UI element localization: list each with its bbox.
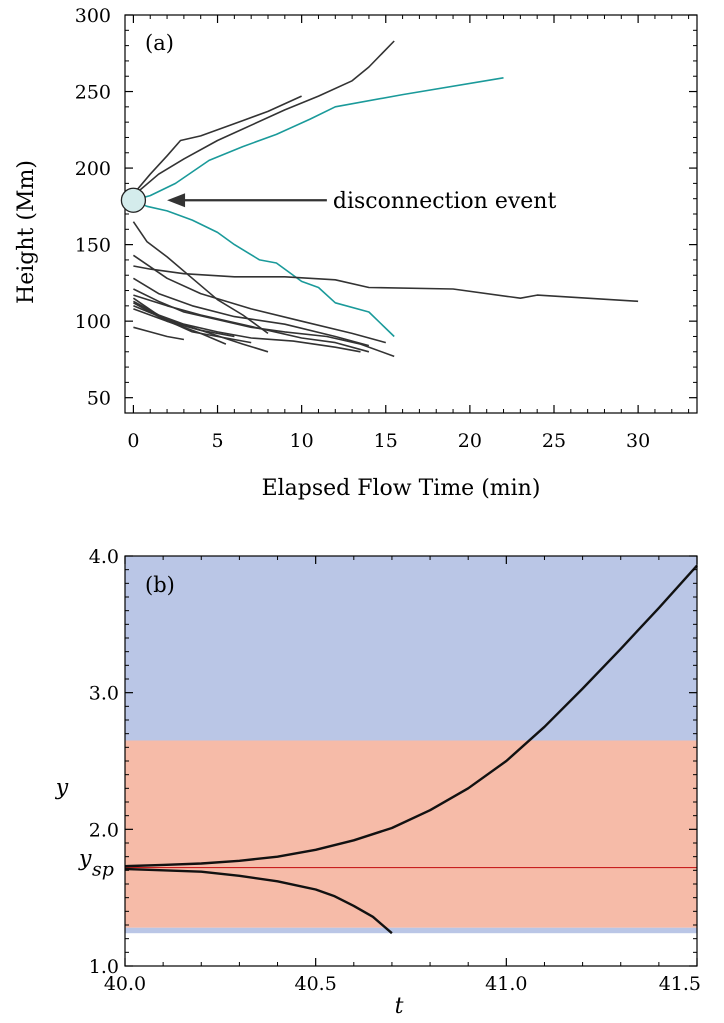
y-tick-label-b: 1.0 xyxy=(89,956,119,978)
series-line-a-0 xyxy=(133,77,504,201)
panel-label-a: (a) xyxy=(145,31,174,55)
y-tick-label-a: 250 xyxy=(75,82,111,104)
series-line-a-9 xyxy=(133,294,370,353)
shaded-band-2 xyxy=(125,927,697,934)
y-axis-title-a: Height (Mm) xyxy=(14,160,39,304)
y-tick-label-a: 100 xyxy=(75,311,111,333)
series-line-a-1 xyxy=(133,199,395,338)
shaded-band-0 xyxy=(125,556,697,741)
series-line-a-10 xyxy=(133,300,361,353)
series-line-a-5 xyxy=(132,221,269,335)
series-line-a-2 xyxy=(132,40,395,197)
y-axis-title-b: y xyxy=(55,775,69,800)
x-tick-label-b: 40.5 xyxy=(295,973,337,995)
series-line-a-11 xyxy=(132,297,227,345)
x-tick-label-a: 5 xyxy=(211,430,223,452)
x-tick-label-a: 15 xyxy=(374,430,398,452)
annotation-arrow-head xyxy=(167,193,186,208)
trajectory-line-b-1 xyxy=(124,867,393,935)
series-line-a-4 xyxy=(133,265,639,303)
panel-label-b: (b) xyxy=(145,573,175,597)
y-tick-label-a: 150 xyxy=(75,235,111,257)
x-tick-label-a: 10 xyxy=(290,430,314,452)
y-tick-label-b: 4.0 xyxy=(89,546,119,568)
x-axis-title-a: Elapsed Flow Time (min) xyxy=(262,476,541,501)
series-line-a-3 xyxy=(132,95,302,195)
y-tick-label-a: 50 xyxy=(87,388,111,410)
series-line-a-15 xyxy=(133,308,235,338)
series-line-a-6 xyxy=(132,254,387,344)
x-tick-label-a: 20 xyxy=(458,430,482,452)
x-tick-label-a: 0 xyxy=(127,430,139,452)
x-tick-label-a: 25 xyxy=(542,430,566,452)
shaded-band-1 xyxy=(125,740,697,928)
x-tick-label-a: 30 xyxy=(626,430,650,452)
y-tick-label-a: 200 xyxy=(75,158,111,180)
disconnection-marker xyxy=(120,187,147,213)
x-axis-title-b: t xyxy=(395,994,404,1019)
trajectory-line-b-0 xyxy=(124,564,698,868)
ysp-label-sub: sp xyxy=(92,859,114,881)
series-line-a-13 xyxy=(133,302,252,344)
y-tick-label-b: 2.0 xyxy=(89,819,119,841)
series-line-a-14 xyxy=(133,326,185,341)
x-tick-label-b: 41.0 xyxy=(485,973,527,995)
ysp-label-main: y xyxy=(78,847,92,872)
series-line-a-7 xyxy=(132,277,370,347)
x-tick-label-b: 40.0 xyxy=(104,973,146,995)
x-tick-label-b: 41.5 xyxy=(659,973,701,995)
annotation-text: disconnection event xyxy=(333,189,557,214)
y-tick-label-b: 3.0 xyxy=(89,683,119,705)
y-tick-label-a: 300 xyxy=(75,5,111,27)
